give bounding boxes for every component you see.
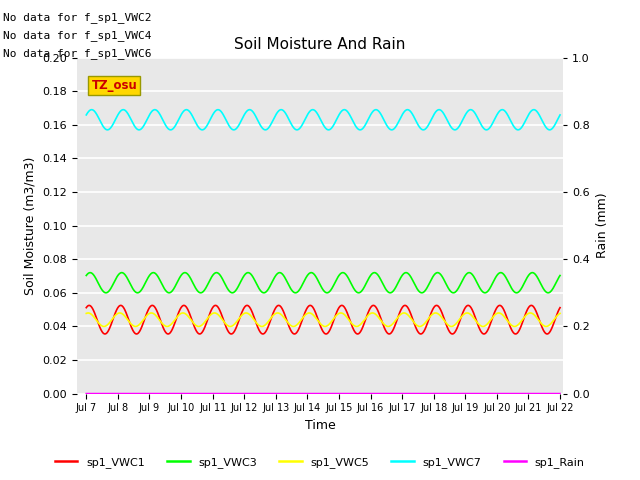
Title: Soil Moisture And Rain: Soil Moisture And Rain bbox=[234, 37, 406, 52]
Text: No data for f_sp1_VWC4: No data for f_sp1_VWC4 bbox=[3, 30, 152, 41]
Legend: sp1_VWC1, sp1_VWC3, sp1_VWC5, sp1_VWC7, sp1_Rain: sp1_VWC1, sp1_VWC3, sp1_VWC5, sp1_VWC7, … bbox=[51, 452, 589, 472]
Text: TZ_osu: TZ_osu bbox=[92, 79, 137, 93]
Y-axis label: Rain (mm): Rain (mm) bbox=[596, 193, 609, 258]
Y-axis label: Soil Moisture (m3/m3): Soil Moisture (m3/m3) bbox=[24, 156, 36, 295]
Text: No data for f_sp1_VWC2: No data for f_sp1_VWC2 bbox=[3, 12, 152, 23]
X-axis label: Time: Time bbox=[305, 419, 335, 432]
Text: No data for f_sp1_VWC6: No data for f_sp1_VWC6 bbox=[3, 48, 152, 60]
